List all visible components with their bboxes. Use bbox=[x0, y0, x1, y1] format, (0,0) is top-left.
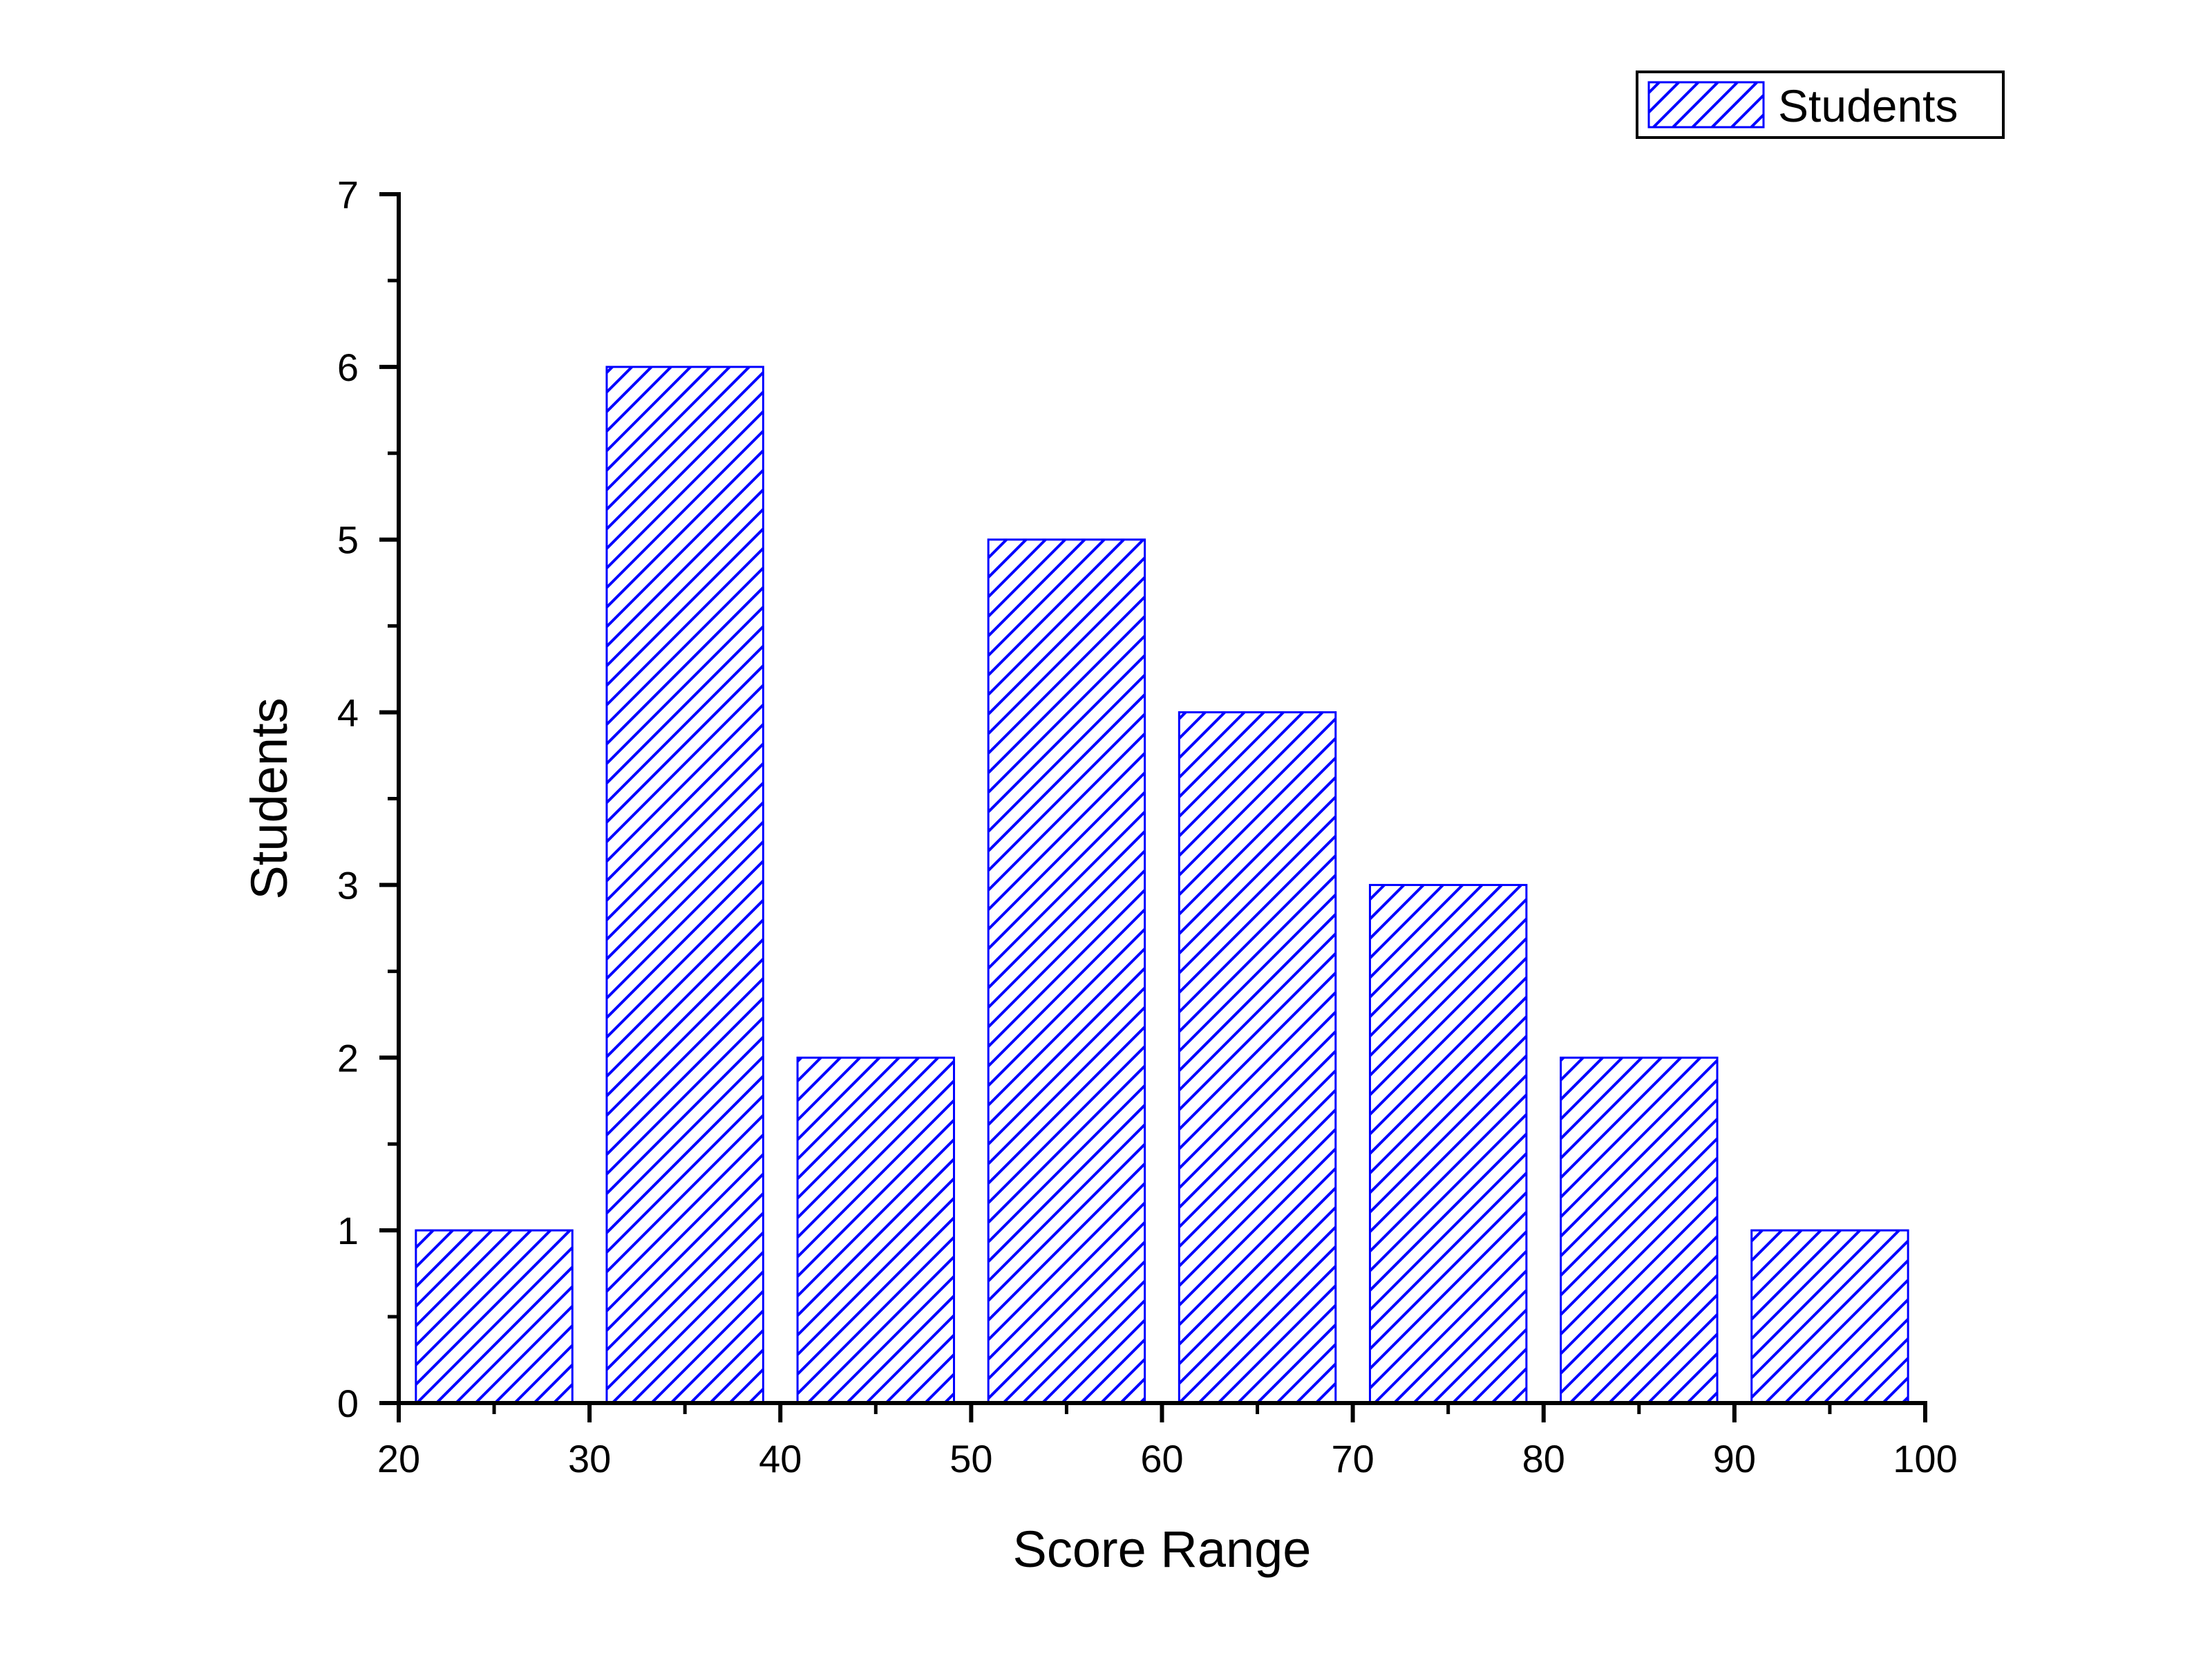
bar-40-50 bbox=[796, 1056, 956, 1404]
bar-30-40 bbox=[605, 366, 764, 1404]
x-tick-label-40: 40 bbox=[759, 1437, 802, 1480]
x-tick-label-30: 30 bbox=[568, 1437, 611, 1480]
y-axis-title: Students bbox=[240, 697, 298, 899]
axes-group: 0 1 2 3 4 5 6 7 20 30 40 50 60 70 80 90 100 bbox=[337, 173, 1958, 1480]
bar-50-60 bbox=[987, 538, 1146, 1404]
y-ticks: 0 1 2 3 4 5 6 7 bbox=[337, 173, 399, 1425]
y-tick-label-6: 6 bbox=[337, 346, 359, 389]
legend: Students bbox=[1636, 70, 2005, 139]
y-tick-label-2: 2 bbox=[337, 1036, 359, 1080]
y-tick-label-3: 3 bbox=[337, 863, 359, 907]
bars-group bbox=[415, 366, 1909, 1404]
x-tick-label-90: 90 bbox=[1713, 1437, 1756, 1480]
x-tick-label-50: 50 bbox=[949, 1437, 992, 1480]
bar-90-100 bbox=[1750, 1229, 1909, 1404]
x-tick-label-70: 70 bbox=[1331, 1437, 1374, 1480]
x-tick-label-100: 100 bbox=[1893, 1437, 1957, 1480]
y-tick-label-0: 0 bbox=[337, 1382, 359, 1425]
bar-20-30 bbox=[415, 1229, 574, 1404]
bar-60-70 bbox=[1178, 711, 1337, 1404]
x-axis-title: Score Range bbox=[1013, 1521, 1312, 1578]
x-ticks: 20 30 40 50 60 70 80 90 100 bbox=[377, 1403, 1958, 1480]
x-tick-label-20: 20 bbox=[377, 1437, 420, 1480]
legend-swatch bbox=[1647, 81, 1765, 129]
y-tick-label-7: 7 bbox=[337, 173, 359, 216]
x-tick-label-60: 60 bbox=[1140, 1437, 1183, 1480]
y-tick-label-5: 5 bbox=[337, 518, 359, 562]
y-tick-label-4: 4 bbox=[337, 691, 359, 735]
y-tick-label-1: 1 bbox=[337, 1209, 359, 1252]
bar-80-90 bbox=[1560, 1056, 1719, 1404]
legend-label: Students bbox=[1778, 80, 1958, 131]
bar-70-80 bbox=[1368, 883, 1528, 1404]
x-tick-label-80: 80 bbox=[1522, 1437, 1565, 1480]
